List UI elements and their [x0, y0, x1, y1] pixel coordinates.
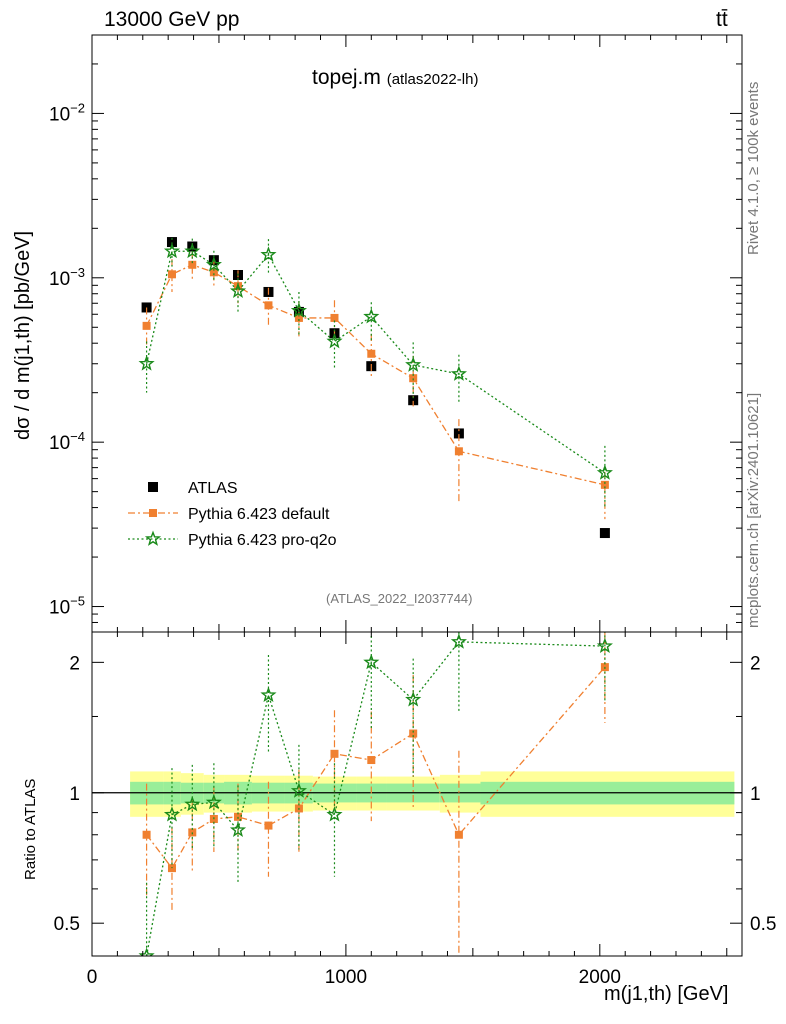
data-point-pythia-6-423-default [330, 313, 339, 322]
data-point-pythia-6-423-default [454, 447, 463, 456]
data-point-pythia-6-423-pro-q2o [138, 355, 155, 371]
data-point-pythia-6-423-pro-q2o [229, 282, 247, 298]
data-point-pythia-6-423-default [367, 349, 376, 358]
data-point-atlas [408, 395, 419, 406]
ratio-tick-label-left: 0.5 [54, 914, 80, 935]
data-point-pythia-6-423-default [264, 301, 273, 310]
mcplots-label: mcplots.cern.ch [arXiv:2401.10621] [745, 392, 762, 628]
ratio-point-pythia-6-423-pro-q2o [450, 633, 467, 649]
ratio-point-pythia-6-423-pro-q2o [405, 691, 422, 707]
ratio-line-pythia-6-423-default [146, 666, 606, 870]
ratio-point-pythia-6-423-default [264, 821, 273, 830]
ratio-uncertainty-band [92, 771, 742, 817]
beam-label: 13000 GeV pp [104, 8, 240, 31]
ratio-point-pythia-6-423-default [233, 812, 242, 821]
ratio-point-pythia-6-423-default [454, 830, 463, 839]
legend-marker-atlas [148, 482, 158, 492]
rivet-version-label: Rivet 4.1.0, ≥ 100k events [745, 81, 762, 255]
ratio-point-pythia-6-423-pro-q2o [596, 637, 613, 654]
main-plot-marks [138, 237, 613, 539]
ratio-point-pythia-6-423-default [367, 756, 376, 765]
data-point-pythia-6-423-pro-q2o [184, 242, 201, 259]
data-point-pythia-6-423-pro-q2o [260, 246, 277, 262]
ratio-axis-label: Ratio to ATLAS [22, 778, 39, 880]
ratio-point-pythia-6-423-pro-q2o [205, 793, 222, 810]
data-point-pythia-6-423-default [142, 321, 151, 330]
data-point-pythia-6-423-default [600, 480, 609, 489]
ratio-point-pythia-6-423-pro-q2o [326, 806, 343, 822]
data-point-pythia-6-423-pro-q2o [163, 242, 181, 259]
ratio-tick-label-left: 1 [69, 784, 80, 805]
data-point-pythia-6-423-default [294, 313, 303, 322]
data-point-pythia-6-423-pro-q2o [450, 365, 467, 381]
ratio-point-pythia-6-423-pro-q2o [260, 686, 277, 703]
data-point-atlas [166, 237, 177, 248]
legend-marker-pythia-6-423-default [149, 509, 157, 517]
y-tick-label: 10−2 [49, 100, 85, 125]
title-text: topej.m [312, 66, 381, 89]
analysis-watermark: (ATLAS_2022_I2037744) [326, 591, 473, 606]
y-tick-label: 10−5 [49, 594, 85, 619]
ratio-tick-label-left: 2 [69, 653, 80, 674]
y-tick-label: 10−3 [49, 265, 85, 290]
ratio-point-pythia-6-423-default [142, 830, 151, 839]
ratio-point-pythia-6-423-pro-q2o [290, 782, 308, 798]
ratio-tick-label-right: 0.5 [750, 914, 776, 935]
ratio-point-pythia-6-423-pro-q2o [184, 795, 201, 812]
ratio-tick-label-right: 2 [750, 653, 761, 674]
series-line-pythia-6-423-default [146, 264, 606, 486]
title-subtitle: (atlas2022-lh) [386, 71, 479, 88]
legend-label-atlas: ATLAS [188, 480, 238, 497]
ratio-point-pythia-6-423-pro-q2o [363, 653, 380, 670]
ratio-point-pythia-6-423-default [409, 729, 418, 738]
data-point-atlas [599, 528, 610, 539]
ratio-plot-frame [91, 631, 743, 957]
legend-label-pythia-6-423-default: Pythia 6.423 default [188, 506, 330, 523]
y-tick-label: 10−4 [49, 429, 85, 454]
ratio-point-pythia-6-423-pro-q2o [163, 806, 181, 822]
ratio-plot-marks [138, 632, 613, 956]
legend: ATLAS Pythia 6.423 default Pythia 6.423 pr… [128, 480, 337, 549]
data-point-pythia-6-423-pro-q2o [405, 356, 422, 372]
axes-ticks: 0 1000 2000 10−5 10−4 10−3 10−2 0.5 0.5 1 1 2 2 [49, 34, 776, 988]
x-tick-label: 1000 [325, 967, 367, 988]
data-point-pythia-6-423-default [209, 268, 218, 277]
data-point-pythia-6-423-default [167, 270, 176, 279]
legend-label-pythia-6-423-pro-q2o: Pythia 6.423 pro-q2o [188, 532, 337, 549]
process-label: tt̄ [716, 8, 728, 31]
data-point-pythia-6-423-default [409, 374, 418, 383]
data-point-pythia-6-423-pro-q2o [205, 256, 222, 272]
ratio-tick-label-right: 1 [750, 784, 761, 805]
ratio-point-pythia-6-423-default [330, 749, 339, 758]
x-tick-label: 0 [87, 967, 98, 988]
y-axis-label: dσ / d m(j1,th) [pb/GeV] [12, 230, 34, 440]
data-point-pythia-6-423-default [188, 260, 197, 269]
x-tick-label: 2000 [579, 967, 621, 988]
data-point-atlas [453, 428, 464, 439]
ratio-point-pythia-6-423-pro-q2o [229, 821, 247, 837]
data-point-pythia-6-423-pro-q2o [326, 332, 343, 349]
data-point-pythia-6-423-pro-q2o [363, 308, 380, 324]
legend-marker-pythia-6-423-pro-q2o [144, 530, 162, 546]
plot-title: topej.m (atlas2022-lh) [312, 66, 478, 90]
data-point-pythia-6-423-pro-q2o [290, 302, 308, 318]
x-axis-label: m(j1,th) [GeV] [604, 983, 729, 1005]
ratio-point-pythia-6-423-pro-q2o [138, 947, 155, 956]
data-point-pythia-6-423-pro-q2o [596, 464, 613, 480]
